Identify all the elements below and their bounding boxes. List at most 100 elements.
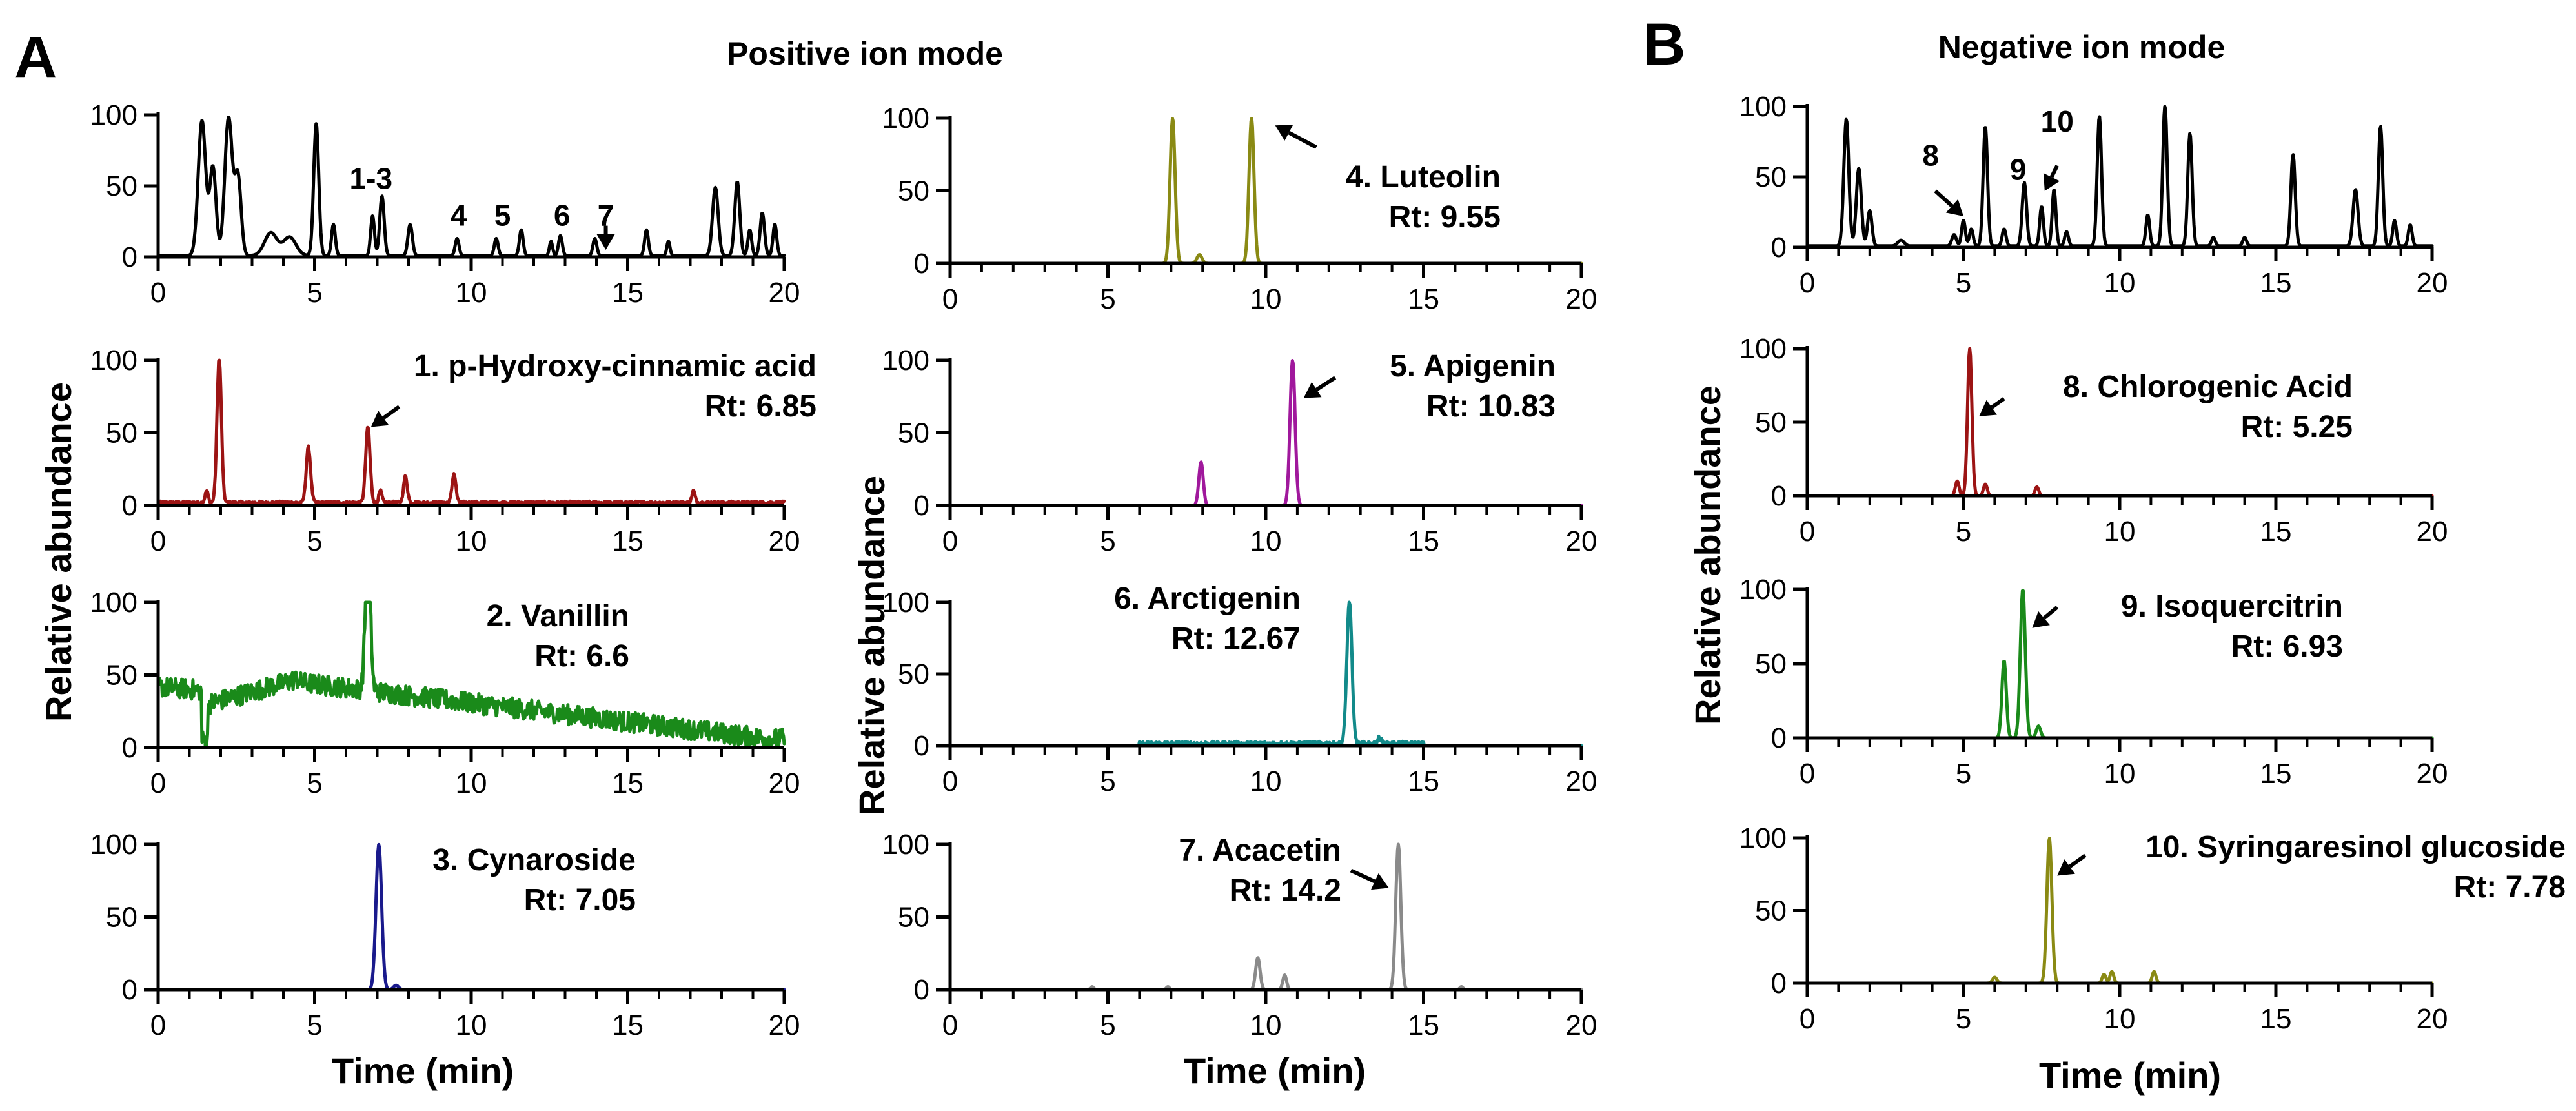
chart-8: 0 5 10 15 20 0 50 100 7. Acacetin Rt: 14.2 [882, 829, 1597, 1041]
chromatogram-trace [1805, 105, 2434, 248]
compound-name: 10. Syringaresinol glucoside [2145, 830, 2566, 864]
x-tick-label: 20 [769, 525, 800, 557]
x-tick-label: 5 [1100, 766, 1115, 797]
chart-6: 0 5 10 15 20 0 50 100 6. Arctigenin Rt: 12.67 [882, 582, 1597, 797]
x-tick-label: 10 [2104, 267, 2136, 299]
chart-3: 0 5 10 15 20 0 50 100 1. p-Hydroxy-cinnamic acid… [90, 345, 816, 557]
x-tick-label: 5 [1956, 1003, 1971, 1035]
x-tick-label: 20 [2417, 1003, 2448, 1035]
chart-4: 0 5 10 15 20 0 50 100 5. Apigenin Rt: 10.83 [882, 345, 1597, 557]
x-tick-label: 10 [456, 1010, 487, 1041]
x-tick-label: 10 [1250, 1010, 1282, 1041]
y-tick-label: 100 [1739, 822, 1787, 854]
retention-time: Rt: 6.93 [2231, 629, 2343, 664]
panel-title-a: Positive ion mode [727, 36, 1003, 72]
peak-arrow [2032, 606, 2059, 628]
peak-arrow [596, 225, 615, 250]
y-tick-label: 0 [914, 974, 929, 1006]
y-tick-label: 0 [1771, 722, 1787, 754]
y-tick-label: 0 [1771, 232, 1787, 263]
y-tick-label: 0 [1771, 968, 1787, 999]
retention-time: Rt: 7.05 [524, 883, 636, 917]
x-tick-label: 10 [2104, 758, 2136, 790]
x-tick-label: 15 [2260, 758, 2292, 790]
y-tick-label: 100 [1739, 91, 1787, 123]
panel-title-b: Negative ion mode [1938, 29, 2226, 65]
y-tick-label: 100 [1739, 333, 1787, 365]
x-tick-label: 15 [612, 277, 644, 309]
y-tick-label: 0 [122, 974, 137, 1006]
chromatogram-trace [156, 358, 786, 506]
compound-name: 2. Vanillin [487, 599, 629, 633]
x-tick-label: 15 [2260, 516, 2292, 547]
x-tick-label: 15 [1408, 766, 1439, 797]
x-tick-label: 10 [456, 525, 487, 557]
y-tick-label: 50 [106, 660, 137, 691]
peak-arrow [370, 405, 401, 427]
x-tick-label: 0 [942, 1010, 958, 1041]
peak-annotation: 10 [2041, 105, 2074, 138]
compound-name: 9. Isoquercitrin [2121, 589, 2343, 624]
y-tick-label: 50 [106, 418, 137, 449]
peak-arrow [1275, 125, 1317, 149]
chart-12: 0 5 10 15 20 0 50 100 10. Syringaresinol glucosi… [1739, 822, 2566, 1035]
chart-7: 0 5 10 15 20 0 50 100 3. Cynaroside Rt: 7.05 [90, 829, 800, 1041]
peak-annotation: 8 [1922, 139, 1939, 172]
x-tick-label: 20 [2417, 516, 2448, 547]
y-tick-label: 50 [898, 418, 929, 449]
y-tick-label: 100 [90, 345, 137, 376]
x-axis-title: Time (min) [1184, 1050, 1366, 1091]
x-tick-label: 5 [1100, 525, 1115, 557]
x-tick-label: 0 [1800, 267, 1815, 299]
x-tick-label: 10 [2104, 516, 2136, 547]
x-tick-label: 20 [769, 768, 800, 799]
x-tick-label: 15 [2260, 1003, 2292, 1035]
chart-11: 0 5 10 15 20 0 50 100 9. Isoquercitrin Rt: 6.93 [1739, 574, 2448, 790]
x-tick-label: 15 [2260, 267, 2292, 299]
x-tick-label: 20 [1566, 766, 1597, 797]
x-tick-label: 10 [456, 768, 487, 799]
y-tick-label: 100 [1739, 574, 1787, 606]
peak-annotation: 4 [451, 199, 467, 232]
peak-arrow [2057, 853, 2087, 876]
compound-name: 7. Acacetin [1179, 833, 1341, 868]
retention-time: Rt: 10.83 [1426, 389, 1556, 423]
x-tick-label: 20 [769, 1010, 800, 1041]
panel-letter-b: B [1643, 12, 1685, 77]
x-tick-label: 5 [307, 277, 322, 309]
y-tick-label: 0 [914, 730, 929, 762]
chromatogram-trace [156, 600, 786, 749]
x-tick-label: 5 [1956, 267, 1971, 299]
y-tick-label: 0 [122, 490, 137, 522]
retention-time: Rt: 12.67 [1171, 622, 1301, 656]
x-tick-label: 5 [1956, 516, 1971, 547]
x-tick-label: 15 [612, 768, 644, 799]
peak-annotation: 9 [2010, 152, 2027, 186]
x-tick-label: 0 [150, 768, 166, 799]
compound-name: 1. p-Hydroxy-cinnamic acid [414, 349, 816, 383]
x-tick-label: 10 [1250, 766, 1282, 797]
compound-name: 4. Luteolin [1346, 160, 1501, 194]
x-tick-label: 0 [150, 525, 166, 557]
axis-lines [1805, 104, 2432, 249]
x-tick-label: 20 [2417, 758, 2448, 790]
peak-annotation: 5 [494, 199, 511, 232]
peak-arrow [1979, 397, 2005, 416]
y-tick-label: 0 [122, 241, 137, 273]
y-tick-label: 100 [90, 829, 137, 861]
compound-name: 8. Chlorogenic Acid [2063, 370, 2353, 404]
retention-time: Rt: 7.78 [2454, 870, 2566, 904]
x-tick-label: 5 [1956, 758, 1971, 790]
x-tick-label: 10 [1250, 283, 1282, 315]
peak-arrow [1350, 868, 1389, 890]
retention-time: Rt: 5.25 [2241, 410, 2353, 444]
x-tick-label: 15 [612, 1010, 644, 1041]
chart-5: 0 5 10 15 20 0 50 100 2. Vanillin Rt: 6.6 [90, 587, 800, 799]
panel-letter-a: A [14, 25, 57, 90]
chart-2: 0 5 10 15 20 0 50 100 4. Luteolin Rt: 9.55 [882, 103, 1597, 315]
retention-time: Rt: 6.85 [705, 389, 816, 423]
y-tick-label: 0 [914, 490, 929, 522]
